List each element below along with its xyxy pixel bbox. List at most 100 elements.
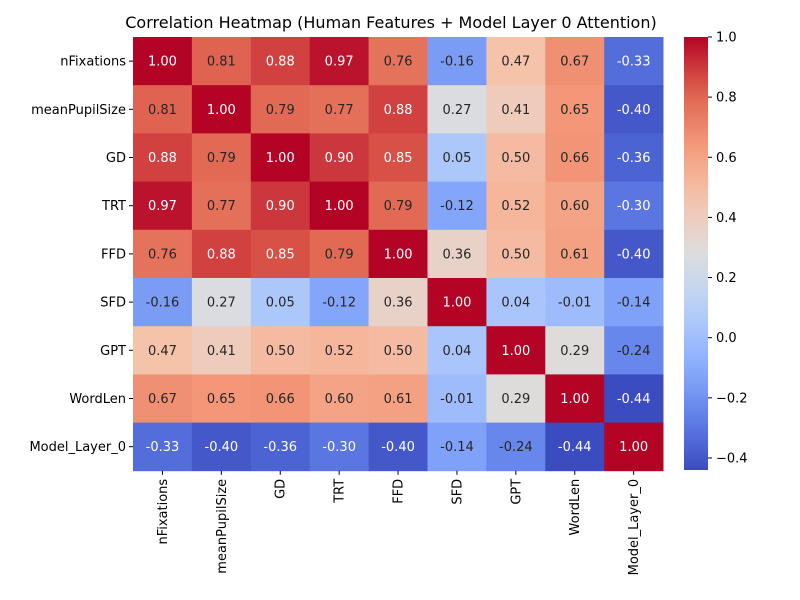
heatmap-cell [309,422,369,472]
cell-value-label: 0.65 [207,392,236,407]
heatmap-cell [250,181,311,231]
heatmap-cell [427,229,487,279]
column-label: GPT [509,479,524,505]
heatmap-cells: 1.00 0.81 0.88 0.97 0.76 -0.16 0.47 0.67 -0.33 0.… [133,37,664,472]
row-label: Model_Layer_0 [29,440,126,455]
heatmap-cell [427,181,487,231]
cell-value-label: 1.00 [619,440,648,455]
heatmap-cell [486,229,546,279]
cell-value-label: -0.33 [146,440,180,455]
heatmap-cell [545,229,605,279]
column-label: Model_Layer_0 [627,479,642,576]
cell-value-label: 0.04 [442,344,471,359]
heatmap-cell [309,278,369,327]
heatmap-cell [250,422,311,472]
column-label: TRT [333,479,348,504]
cell-value-label: 0.90 [266,199,295,214]
heatmap-cell [368,374,428,423]
heatmap-cell [191,229,252,279]
heatmap-cell [427,37,487,86]
heatmap-cell [545,374,605,423]
cell-value-label: -0.16 [146,296,180,311]
row-labels: nFixations meanPupilSize GD TRT FFD SFD GPT Wor… [29,55,133,455]
row-label: FFD [101,247,126,262]
cell-value-label: 0.41 [501,103,530,118]
heatmap-cell [133,278,193,327]
heatmap-cell [486,37,546,86]
cell-value-label: 0.97 [148,199,177,214]
heatmap-cell [191,37,252,86]
cell-value-label: -0.01 [440,392,474,407]
heatmap-cell [604,278,664,327]
heatmap-cell [309,85,369,134]
cell-value-label: 0.29 [501,392,530,407]
cell-value-label: 0.88 [148,151,177,166]
colorbar-tick-label: −0.2 [716,391,748,406]
colorbar-tick-label: −0.4 [716,451,748,466]
heatmap-cell [604,85,664,134]
cell-value-label: 0.65 [560,103,589,118]
heatmap-cell [133,133,193,182]
cell-value-label: -0.44 [558,440,592,455]
cell-value-label: 0.50 [266,344,295,359]
heatmap-cell [368,229,428,279]
heatmap-cell [133,326,193,375]
heatmap-cell [427,326,487,375]
cell-value-label: 0.36 [442,247,471,262]
heatmap-cell [604,326,664,375]
heatmap-cell [604,374,664,423]
cell-value-label: 0.60 [325,392,354,407]
cell-value-label: 0.27 [442,103,471,118]
heatmap-cell [133,85,193,134]
cell-value-label: 0.97 [325,55,354,70]
cell-value-label: 0.47 [501,55,530,70]
cell-value-label: 0.52 [325,344,354,359]
colorbar-tick-label: 0.4 [716,211,737,226]
cell-value-label: -0.40 [617,247,651,262]
heatmap-cell [604,422,664,472]
cell-value-label: 0.50 [501,247,530,262]
heatmap-cell [191,133,252,182]
cell-value-label: 0.67 [560,55,589,70]
cell-value-label: -0.40 [205,440,239,455]
cell-value-label: -0.14 [617,296,651,311]
row-label: SFD [100,296,126,311]
cell-value-label: 1.00 [442,296,471,311]
heatmap-cell [427,133,487,182]
colorbar-tick-label: 1.0 [716,31,737,46]
heatmap-cell [309,326,369,375]
column-label: WordLen [568,479,583,536]
cell-value-label: 0.66 [560,151,589,166]
heatmap-cell [250,374,311,423]
colorbar: 1.0 0.8 0.6 0.4 0.2 0.0 −0.2 −0.4 [684,31,748,470]
heatmap-cell [309,374,369,423]
heatmap-cell [368,181,428,231]
heatmap-cell [368,278,428,327]
heatmap-cell [309,37,369,86]
heatmap-cell [427,278,487,327]
heatmap-cell [133,374,193,423]
cell-value-label: 0.88 [266,55,295,70]
heatmap-cell [368,422,428,472]
cell-value-label: -0.40 [617,103,651,118]
cell-value-label: 0.36 [384,296,413,311]
cell-value-label: 0.90 [325,151,354,166]
heatmap-cell [191,181,252,231]
cell-value-label: -0.30 [617,199,651,214]
heatmap-cell [309,133,369,182]
heatmap-cell [309,229,369,279]
heatmap-cell [486,133,546,182]
cell-value-label: 0.61 [560,247,589,262]
heatmap-cell [133,181,193,231]
heatmap-cell [191,85,252,134]
cell-value-label: 0.05 [442,151,471,166]
heatmap-cell [545,422,605,472]
heatmap-cell [191,374,252,423]
cell-value-label: 1.00 [207,103,236,118]
heatmap-cell [486,85,546,134]
cell-value-label: 0.85 [266,247,295,262]
heatmap-cell [486,422,546,472]
heatmap-cell [133,229,193,279]
cell-value-label: -0.36 [617,151,651,166]
